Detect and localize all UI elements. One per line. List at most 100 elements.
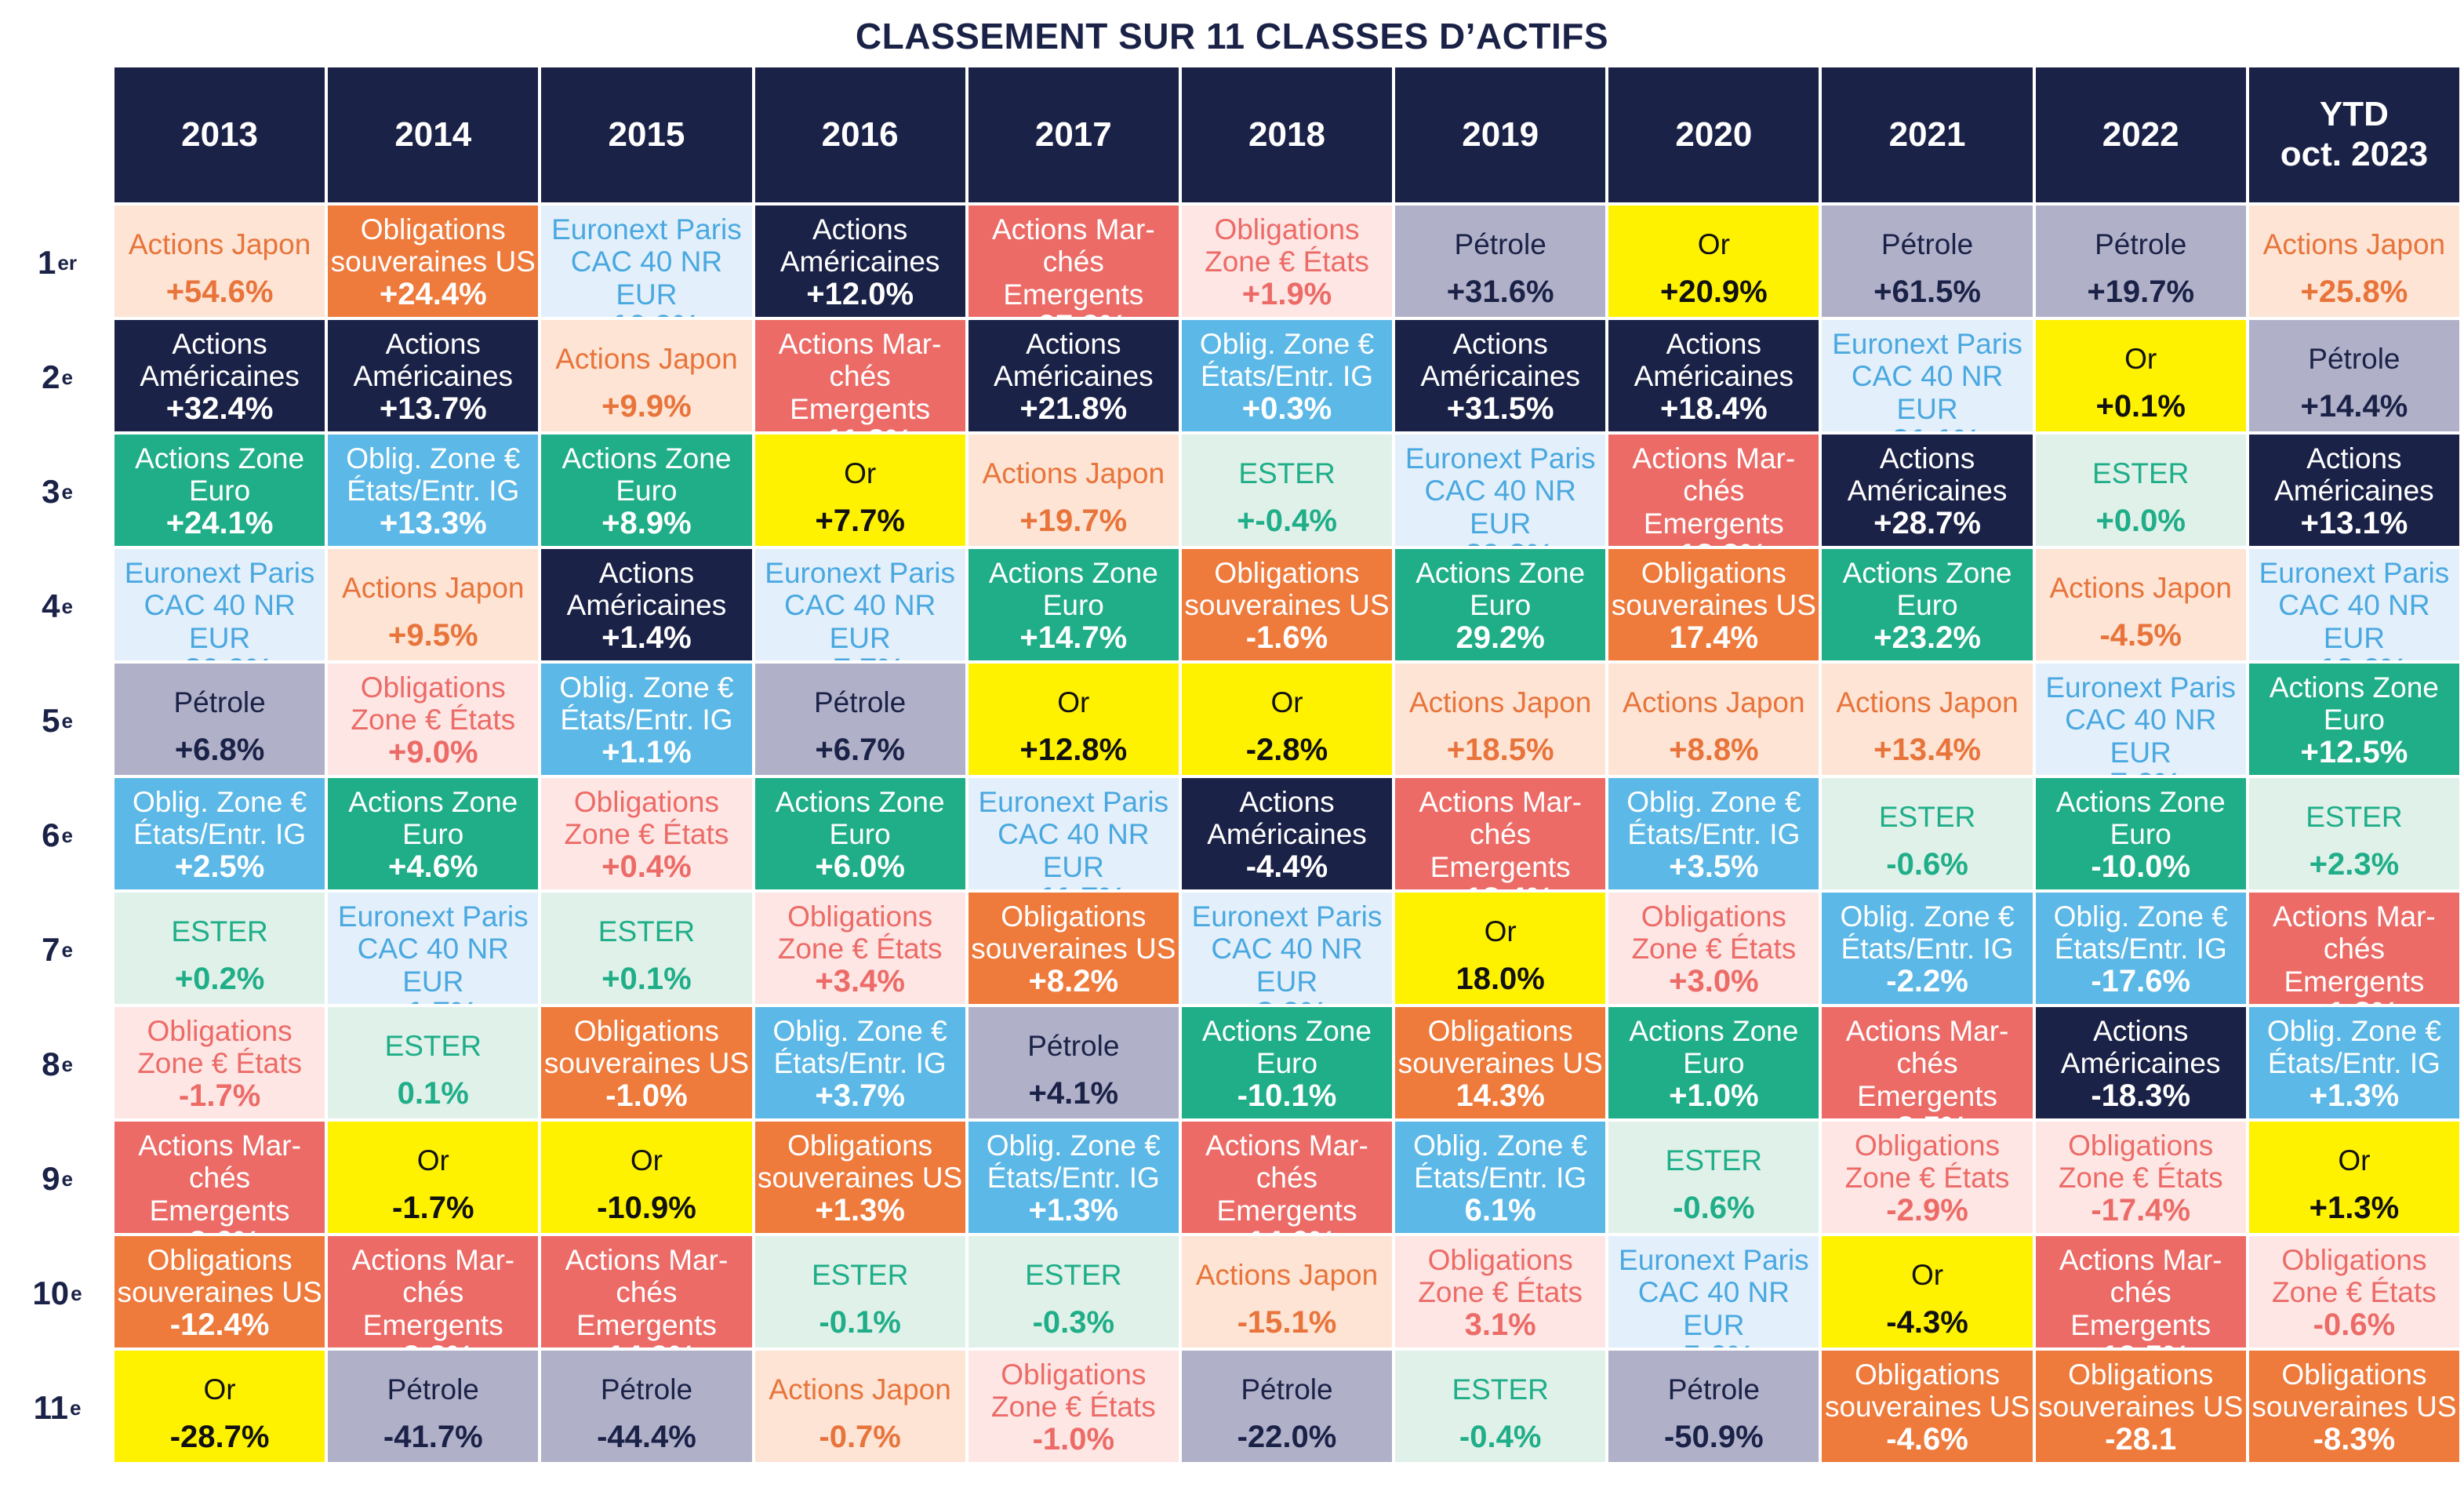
asset-cell: ESTER +2.3% xyxy=(2248,778,2459,889)
asset-label: Actions Zone Euro xyxy=(2269,671,2439,736)
asset-label: Pétrole xyxy=(1241,1373,1333,1406)
asset-cell: Actions Japon +18.5% xyxy=(1395,664,1606,775)
asset-cell: Or -2.8% xyxy=(1181,664,1393,775)
asset-cell: Obligations souveraines US +24.4% xyxy=(328,205,539,317)
asset-label: Actions Zone Euro xyxy=(135,442,305,507)
asset-cell: Oblig. Zone € États/Entr. IG +3.7% xyxy=(754,1007,965,1118)
asset-return-value: +18.5% xyxy=(1446,733,1554,767)
asset-label: Obligations Zone € États xyxy=(351,671,516,736)
asset-cell: Actions Japon -4.5% xyxy=(2035,549,2246,660)
asset-label: Oblig. Zone € États/Entr. IG xyxy=(772,1015,947,1080)
rank-number: 9 xyxy=(42,1160,60,1197)
asset-cell: Actions Japon +9.9% xyxy=(541,320,752,431)
asset-return-value: -0.6% xyxy=(1673,1191,1755,1225)
asset-cell: Actions Zone Euro 29.2% xyxy=(1395,549,1606,660)
asset-cell: Pétrole -50.9% xyxy=(1608,1351,1819,1462)
asset-label: Or xyxy=(1697,228,1730,261)
rank-number: 8 xyxy=(42,1046,60,1082)
asset-return-value: -14.6% xyxy=(1237,1227,1337,1233)
asset-cell: Or +12.8% xyxy=(968,664,1179,775)
asset-cell: Actions Japon +19.7% xyxy=(968,435,1179,546)
asset-cell: Obligations souveraines US -1.6% xyxy=(1181,549,1393,660)
asset-cell: Actions Zone Euro +4.6% xyxy=(328,778,539,889)
rank-suffix: e xyxy=(61,823,73,847)
asset-return-value: -1.0% xyxy=(605,1078,688,1113)
year-header: 2017 xyxy=(968,67,1179,202)
asset-label: Pétrole xyxy=(173,686,266,719)
rank-column: 1 er 2 e 3 e 4 e 5 e 6 e 7 e 8 e 9 e 10 e 11 e xyxy=(0,205,114,1465)
asset-return-value: -10.1% xyxy=(1237,1078,1337,1113)
asset-label: Obligations Zone € États xyxy=(2058,1129,2223,1195)
asset-return-value: -4.5% xyxy=(2099,618,2182,653)
asset-return-value: +0.4% xyxy=(601,849,692,884)
asset-return-value: -1.7% xyxy=(178,1078,261,1113)
asset-label: Oblig. Zone € États/Entr. IG xyxy=(2266,1015,2441,1080)
asset-return-value: -28.7% xyxy=(169,1420,270,1454)
asset-cell: Actions Zone Euro -10.0% xyxy=(2035,778,2246,889)
asset-return-value: -4.3% xyxy=(1886,1305,1968,1340)
asset-return-value: -41.7% xyxy=(383,1420,483,1454)
asset-cell: Actions Japon -15.1% xyxy=(1181,1236,1393,1347)
asset-return-value: +9.9% xyxy=(601,389,692,424)
asset-cell: Actions Américaines +21.8% xyxy=(968,320,1179,431)
asset-label: Euronext Paris CAC 40 NR EUR xyxy=(1619,1244,1809,1341)
chart-title: CLASSEMENT SUR 11 CLASSES D’ACTIFS xyxy=(855,16,1609,56)
asset-label: Actions Mar- chés Emergents xyxy=(2059,1244,2222,1341)
asset-cell: Actions Américaines +1.4% xyxy=(541,549,752,660)
asset-cell: Actions Mar- chés Emergents+37.3% xyxy=(968,205,1179,317)
year-header: YTD oct. 2023 xyxy=(2248,67,2459,202)
asset-cell: Actions Japon +54.6% xyxy=(114,205,325,317)
asset-label: Or xyxy=(203,1373,236,1406)
asset-label: Pétrole xyxy=(600,1373,693,1406)
asset-return-value: +32.4% xyxy=(165,391,274,426)
asset-return-value: -50.9% xyxy=(1663,1420,1764,1454)
asset-return-value: +2.5% xyxy=(174,849,265,884)
asset-label: Actions Japon xyxy=(1623,686,1805,719)
asset-cell: Or 18.0% xyxy=(1395,893,1606,1004)
asset-return-value: -17.6% xyxy=(2091,963,2191,998)
asset-label: Actions Américaines xyxy=(2060,1015,2221,1080)
asset-return-value: +14.4% xyxy=(2300,389,2408,424)
asset-return-value: +8.9% xyxy=(601,505,692,540)
asset-return-value: +25.8% xyxy=(2300,275,2408,309)
asset-cell: Actions Américaines +12.0% xyxy=(754,205,965,317)
asset-label: Actions Américaines xyxy=(780,213,940,278)
asset-cell: Actions Mar- chés Emergents-14.9% xyxy=(541,1236,752,1347)
asset-cell: Actions Zone Euro +23.2% xyxy=(1822,549,2033,660)
asset-return-value: +6.7% xyxy=(815,733,905,767)
asset-label: Actions Américaines xyxy=(1634,328,1794,393)
asset-cell: ESTER -0.4% xyxy=(1395,1351,1606,1462)
asset-return-value: -8.9% xyxy=(1246,998,1328,1004)
asset-cell: Actions Américaines +13.1% xyxy=(2248,435,2459,546)
asset-cell: Pétrole +6.7% xyxy=(754,664,965,775)
rank-label: 1 er xyxy=(0,205,114,320)
asset-label: Actions Mar- chés Emergents xyxy=(1845,1015,2009,1112)
asset-cell: ESTER +0.0% xyxy=(2035,435,2246,546)
asset-return-value: 17.4% xyxy=(1669,620,1759,655)
asset-return-value: +12.6% xyxy=(2301,654,2408,660)
asset-cell: Pétrole +61.5% xyxy=(1822,205,2033,317)
asset-label: Pétrole xyxy=(2095,228,2187,261)
asset-cell: Euronext Paris CAC 40 NR EUR-5.6% xyxy=(1608,1236,1819,1347)
asset-cell: Obligations Zone € États +3.4% xyxy=(754,893,965,1004)
asset-label: Actions Mar- chés Emergents xyxy=(991,213,1155,311)
asset-label: ESTER xyxy=(1025,1259,1122,1292)
rank-suffix: e xyxy=(61,1052,73,1076)
asset-cell: Obligations Zone € États +9.0% xyxy=(328,664,539,775)
year-header: 2018 xyxy=(1181,67,1393,202)
year-header: 2020 xyxy=(1608,67,1819,202)
asset-label: ESTER xyxy=(1878,801,1976,834)
asset-label: Obligations souveraines US xyxy=(1611,557,1816,622)
asset-cell: Actions Japon -0.7% xyxy=(754,1351,965,1462)
asset-return-value: +1.3% xyxy=(1028,1192,1119,1227)
asset-cell: Actions Zone Euro -10.1% xyxy=(1181,1007,1393,1118)
asset-return-value: -18.3% xyxy=(2091,1078,2191,1113)
asset-return-value: +0.1% xyxy=(2095,389,2186,424)
asset-cell: Pétrole -44.4% xyxy=(541,1351,752,1462)
asset-cell: Or -10.9% xyxy=(541,1122,752,1233)
asset-return-value: +13.7% xyxy=(379,391,487,426)
asset-cell: Obligations souveraines US 14.3% xyxy=(1395,1007,1606,1118)
